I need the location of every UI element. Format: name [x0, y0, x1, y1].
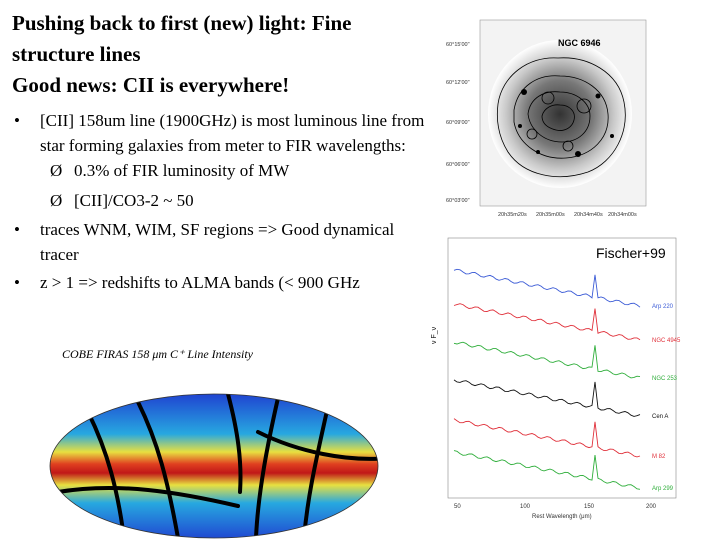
sub-bullet-item: Ø 0.3% of FIR luminosity of MW [12, 158, 432, 183]
spectrum-label: Arp 220 [652, 304, 674, 310]
bullet-item: • traces WNM, WIM, SF regions => Good dy… [12, 217, 432, 267]
spectrum-label: NGC 253 [652, 376, 678, 382]
spectrum-line [453, 418, 641, 458]
spectra-xlabel: Rest Wavelength (μm) [532, 514, 592, 520]
bullet-item: • [CII] 158um line (1900GHz) is most lum… [12, 108, 432, 158]
title-line-1: Pushing back to first (new) light: Fine [12, 11, 352, 35]
x-tick-label: 200 [646, 504, 657, 510]
spectrum-line [453, 379, 641, 417]
spectrum-line [453, 303, 641, 341]
bullet-text: traces WNM, WIM, SF regions => Good dyna… [40, 220, 395, 264]
ra-tick: 20h34m00s [608, 212, 637, 218]
sub-bullet-item: Ø [CII]/CO3-2 ~ 50 [12, 188, 432, 213]
title-line-2: structure lines [12, 42, 141, 66]
ngc-label: NGC 6946 [558, 38, 601, 48]
cobe-map: COBE FIRAS 158 μm C⁺ Line Intensity [28, 342, 420, 540]
spectrum-label: NGC 4945 [652, 338, 681, 344]
spectra-ylabel: ν F_ν [431, 326, 438, 344]
dec-tick: 60°06'00" [446, 162, 470, 168]
x-tick-label: 100 [520, 504, 531, 510]
spectrum-line [453, 450, 641, 490]
bullet-glyph: • [14, 220, 20, 239]
bullet-text: z > 1 => redshifts to ALMA bands (< 900 … [40, 273, 360, 292]
bullet-glyph: • [14, 111, 20, 130]
cobe-title: COBE FIRAS 158 μm C⁺ Line Intensity [62, 347, 254, 361]
ra-tick: 20h35m20s [498, 212, 527, 218]
bullet-text: [CII] 158um line (1900GHz) is most lumin… [40, 111, 425, 155]
spectrum-line [453, 268, 641, 308]
dec-tick: 60°15'00" [446, 42, 470, 48]
x-tick-label: 50 [454, 504, 461, 510]
bullet-item: • z > 1 => redshifts to ALMA bands (< 90… [12, 270, 432, 295]
slide-title: Pushing back to first (new) light: Fine … [12, 8, 422, 101]
bullet-glyph: • [14, 273, 20, 292]
x-tick-label: 150 [584, 504, 595, 510]
dec-tick: 60°12'00" [446, 80, 470, 86]
spectrum-label: M 82 [652, 454, 666, 460]
spectrum-label: Cen A [652, 414, 668, 420]
arrow-bullet-icon: Ø [50, 191, 63, 210]
spectrum-line [453, 341, 641, 379]
spectra-label: Fischer+99 [596, 245, 666, 261]
spectrum-label: Arp 299 [652, 486, 674, 492]
dec-tick: 60°03'00" [446, 198, 470, 204]
ra-tick: 20h34m40s [574, 212, 603, 218]
ra-tick: 20h35m00s [536, 212, 565, 218]
spectra-figure: Fischer+99 ν F_ν Arp 220 NGC 4945 NGC 253 C… [428, 236, 698, 536]
bullet-list: • [CII] 158um line (1900GHz) is most lum… [12, 108, 432, 295]
ngc6946-image: NGC 6946 60°15'00" 60°12'00" 60°09'00" 6… [428, 6, 652, 220]
bullet-text: [CII]/CO3-2 ~ 50 [74, 191, 194, 210]
arrow-bullet-icon: Ø [50, 161, 63, 180]
dec-tick: 60°09'00" [446, 120, 470, 126]
bullet-text: 0.3% of FIR luminosity of MW [74, 161, 290, 180]
title-line-3: Good news: CII is everywhere! [12, 73, 290, 97]
